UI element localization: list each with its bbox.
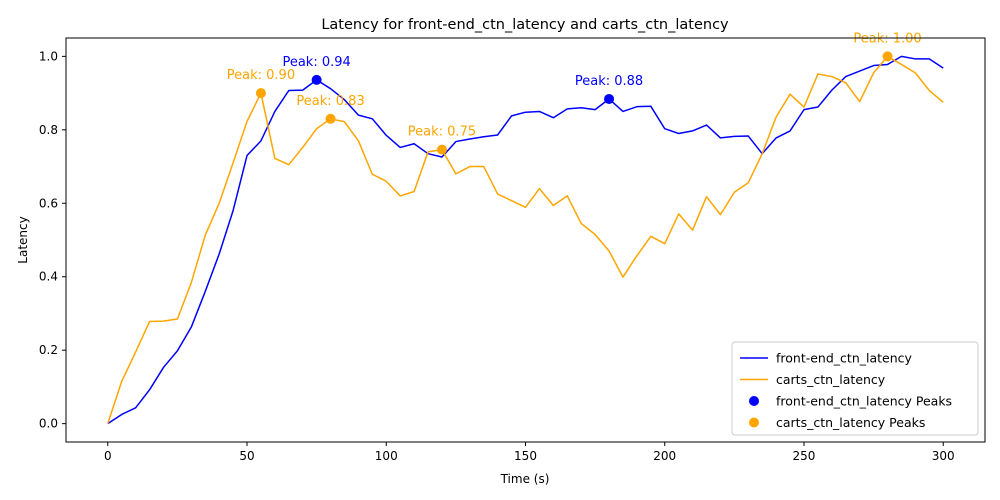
- peak-label-3: Peak: 0.83: [296, 94, 364, 109]
- x-tick-label-4: 200: [653, 449, 676, 463]
- y-tick-label-1: 0.2: [39, 343, 58, 357]
- x-tick-label-6: 300: [932, 449, 955, 463]
- peak-marker-4: [436, 144, 447, 155]
- legend-swatch-2: [749, 396, 759, 406]
- peak-marker-2: [255, 88, 266, 99]
- x-tick-label-0: 0: [104, 449, 112, 463]
- x-tick-label-2: 100: [375, 449, 398, 463]
- legend: front-end_ctn_latency carts_ctn_latencyfr…: [731, 341, 979, 436]
- y-tick-label-2: 0.4: [39, 270, 58, 284]
- y-tick-label-0: 0.0: [39, 417, 58, 431]
- peak-label-4: Peak: 0.75: [408, 125, 476, 140]
- peak-label-1: Peak: 0.88: [575, 74, 643, 89]
- x-tick-label-5: 250: [793, 449, 816, 463]
- legend-label-1: carts_ctn_latency: [776, 372, 886, 387]
- peak-marker-0: [311, 74, 322, 85]
- legend-label-2: front-end_ctn_latency Peaks: [776, 394, 952, 409]
- y-axis-label: Latency: [16, 216, 30, 263]
- legend-box: [731, 341, 979, 436]
- series-line-0: [107, 55, 944, 425]
- peak-marker-3: [325, 113, 336, 124]
- y-axis: 0.0 0.2 0.4 0.6 0.8 1.0: [39, 49, 66, 431]
- series-line-1: [107, 55, 944, 424]
- peak-label-2: Peak: 0.90: [227, 68, 295, 83]
- y-tick-label-4: 0.8: [39, 123, 58, 137]
- x-tick-label-1: 50: [239, 449, 254, 463]
- legend-label-0: front-end_ctn_latency: [776, 351, 913, 366]
- x-axis-label: Time (s): [500, 472, 550, 486]
- chart-title: Latency for front-end_ctn_latency and ca…: [321, 17, 729, 33]
- peak-label-0: Peak: 0.94: [282, 55, 350, 70]
- peak-marker-1: [604, 93, 615, 104]
- peak-label-5: Peak: 1.00: [853, 31, 921, 46]
- peak-marker-5: [882, 51, 893, 62]
- x-axis: 0 50 100 150 200 250 300: [104, 442, 955, 463]
- y-tick-label-5: 1.0: [39, 49, 58, 63]
- legend-swatch-3: [749, 417, 759, 428]
- y-tick-label-3: 0.6: [39, 196, 58, 210]
- x-tick-label-3: 150: [514, 449, 537, 463]
- legend-label-3: carts_ctn_latency Peaks: [776, 415, 925, 430]
